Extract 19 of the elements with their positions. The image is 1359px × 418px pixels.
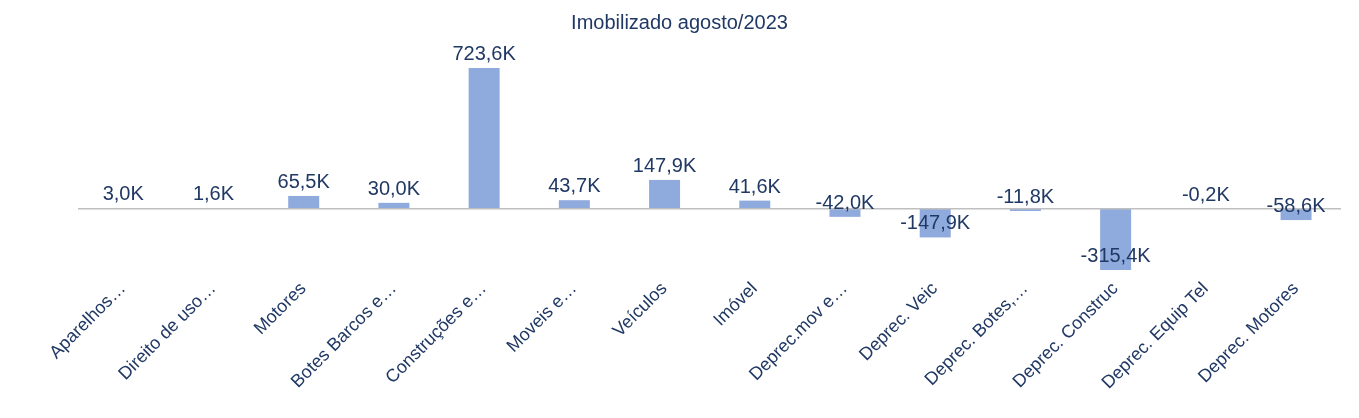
data-label: 43,7K (548, 174, 602, 197)
data-label: 3,0K (102, 182, 145, 205)
bar (649, 179, 681, 209)
data-label: -11,8K (996, 184, 1055, 207)
data-label: 1,6K (192, 182, 235, 205)
data-label: -315,4K (1080, 244, 1152, 266)
chart-title: Imobilizado agosto/2023 (570, 10, 789, 35)
data-label: 65,5K (277, 169, 331, 192)
data-label: -0,2K (1181, 182, 1231, 205)
bar (558, 200, 590, 209)
data-label: 30,0K (367, 176, 421, 199)
data-label: 41,6K (728, 174, 782, 197)
bar (468, 68, 500, 209)
data-label: -147,9K (900, 211, 971, 234)
data-label: 723,6K (452, 42, 517, 64)
data-label: -58,6K (1266, 194, 1327, 217)
data-label: -42,0K (815, 190, 876, 213)
data-label: 147,9K (632, 153, 697, 176)
bar (288, 195, 320, 209)
